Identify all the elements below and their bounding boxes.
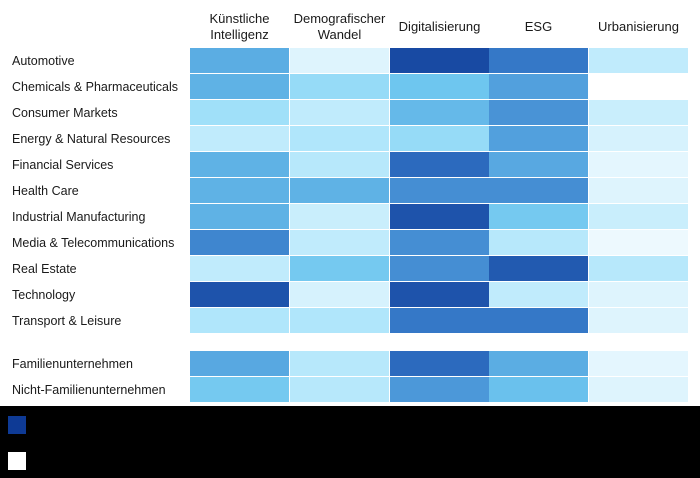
heatmap-cell (489, 308, 588, 333)
heatmap-cell (589, 377, 688, 402)
heatmap-cell (390, 152, 489, 177)
heatmap-cell (190, 152, 289, 177)
heatmap-cell (390, 126, 489, 151)
heatmap-cell (489, 256, 588, 281)
legend (0, 406, 700, 478)
heatmap-cell (290, 48, 389, 73)
row-label: Technology (12, 288, 76, 302)
legend-swatch (8, 452, 26, 470)
heatmap-cell (190, 100, 289, 125)
heatmap-cell (190, 204, 289, 229)
heatmap-cell (589, 256, 688, 281)
row-label: Chemicals & Pharmaceuticals (12, 80, 179, 94)
heatmap-cell (290, 74, 389, 99)
heatmap-cell (489, 178, 588, 203)
heatmap-cell (190, 74, 289, 99)
heatmap-cell (489, 48, 588, 73)
row-label: Familienunternehmen (12, 357, 133, 371)
heatmap-cell (390, 256, 489, 281)
heatmap-cell (589, 351, 688, 376)
heatmap-cell (190, 308, 289, 333)
heatmap-cell (290, 282, 389, 307)
column-label: ESG (524, 19, 553, 34)
row-label: Consumer Markets (12, 106, 118, 120)
heatmap-cell (390, 74, 489, 99)
heatmap-chart: Künstliche Intelligenz Demografischer Wan… (12, 11, 688, 402)
row-label: Energy & Natural Resources (12, 132, 171, 146)
heatmap-cell (489, 282, 588, 307)
heatmap-cell (489, 204, 588, 229)
heatmap-cell (589, 282, 688, 307)
heatmap-cell (190, 256, 289, 281)
heatmap-cell (589, 178, 688, 203)
heatmap-cell (390, 178, 489, 203)
column-label: Digitalisierung (398, 19, 481, 34)
heatmap-cell (390, 48, 489, 73)
heatmap-cell (190, 126, 289, 151)
heatmap-cell (589, 152, 688, 177)
heatmap-cell (290, 100, 389, 125)
heatmap-cell (390, 100, 489, 125)
column-label: Urbanisierung (598, 19, 679, 34)
row-label: Automotive (12, 54, 75, 68)
heatmap-cell (489, 377, 588, 402)
heatmap-cell (489, 100, 588, 125)
row-label: Financial Services (12, 158, 114, 172)
heatmap-cell (290, 204, 389, 229)
heatmap-cell (489, 152, 588, 177)
column-label: Künstliche Intelligenz (209, 11, 270, 42)
heatmap-cell (390, 377, 489, 402)
legend-swatch (8, 416, 26, 434)
heatmap-cell (489, 74, 588, 99)
heatmap-cell (290, 308, 389, 333)
heatmap-cell (290, 351, 389, 376)
heatmap-cell (190, 230, 289, 255)
row-label: Industrial Manufacturing (12, 210, 146, 224)
heatmap-cell (589, 308, 688, 333)
heatmap-cell (290, 126, 389, 151)
column-label: Demografischer Wandel (293, 11, 386, 42)
heatmap-cell (290, 377, 389, 402)
row-label: Media & Telecommunications (12, 236, 175, 250)
heatmap-cell (290, 152, 389, 177)
heatmap-cell (290, 178, 389, 203)
heatmap-cell (589, 74, 688, 99)
heatmap-cell (589, 126, 688, 151)
heatmap-cell (589, 48, 688, 73)
heatmap-cell (290, 230, 389, 255)
heatmap-cell (589, 230, 688, 255)
heatmap-cell (589, 204, 688, 229)
heatmap-cell (190, 377, 289, 402)
heatmap-cell (390, 351, 489, 376)
heatmap-cell (190, 178, 289, 203)
heatmap-cell (589, 100, 688, 125)
row-label: Nicht-Familienunternehmen (12, 383, 166, 397)
heatmap-cell (390, 204, 489, 229)
heatmap-cell (190, 48, 289, 73)
heatmap-cell (489, 230, 588, 255)
heatmap-cell (489, 126, 588, 151)
row-label: Health Care (12, 184, 79, 198)
heatmap-cell (390, 308, 489, 333)
row-label: Transport & Leisure (12, 314, 122, 328)
heatmap-cell (290, 256, 389, 281)
heatmap-cell (489, 351, 588, 376)
heatmap-cell (190, 351, 289, 376)
heatmap-cell (390, 230, 489, 255)
heatmap-cell (190, 282, 289, 307)
heatmap-cell (390, 282, 489, 307)
row-label: Real Estate (12, 262, 77, 276)
